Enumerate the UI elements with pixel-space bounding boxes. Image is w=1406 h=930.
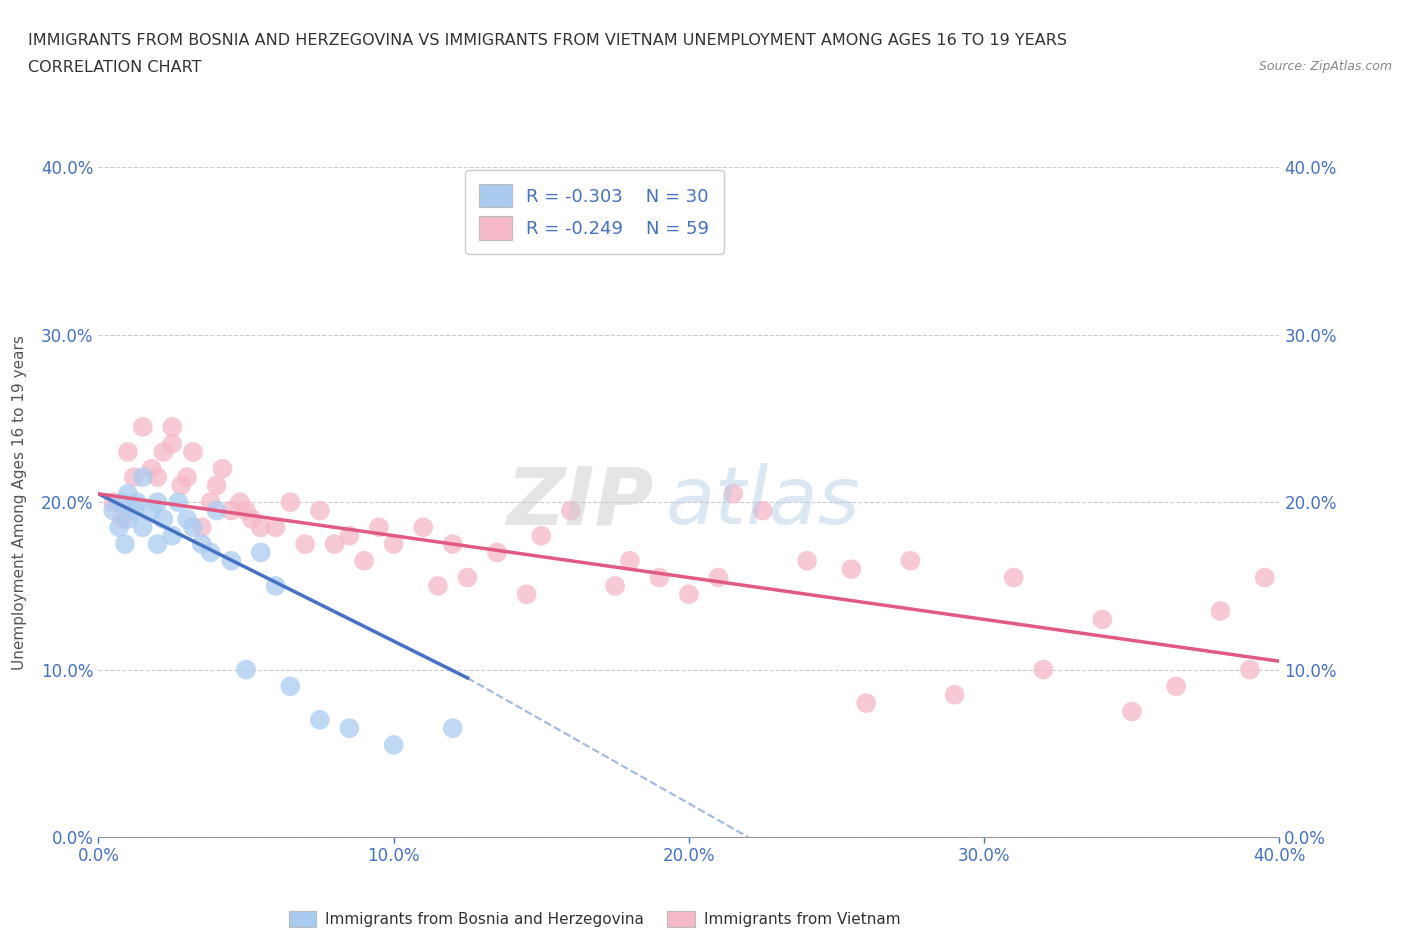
Point	[191, 520, 214, 535]
Point	[278, 679, 302, 694]
Point	[841, 562, 863, 577]
Point	[108, 520, 131, 535]
Point	[122, 503, 145, 518]
Point	[1239, 662, 1261, 677]
Point	[176, 470, 198, 485]
Point	[240, 512, 263, 526]
Point	[855, 696, 877, 711]
Point	[122, 470, 145, 485]
Point	[103, 495, 125, 510]
Point	[441, 537, 464, 551]
Point	[211, 461, 233, 476]
Text: ZIP: ZIP	[506, 463, 654, 541]
Point	[132, 470, 155, 485]
Point	[141, 503, 163, 518]
Point	[1032, 662, 1054, 677]
Point	[229, 495, 252, 510]
Point	[103, 503, 125, 518]
Point	[235, 503, 257, 518]
Point	[114, 537, 136, 551]
Point	[486, 545, 509, 560]
Text: Source: ZipAtlas.com: Source: ZipAtlas.com	[1258, 60, 1392, 73]
Point	[167, 495, 190, 510]
Point	[181, 445, 204, 459]
Point	[515, 587, 537, 602]
Text: atlas: atlas	[665, 463, 860, 541]
Point	[1254, 570, 1277, 585]
Point	[278, 495, 302, 510]
Point	[605, 578, 627, 593]
Point	[648, 570, 671, 585]
Point	[146, 537, 169, 551]
Point	[191, 537, 214, 551]
Point	[900, 553, 922, 568]
Point	[751, 503, 773, 518]
Point	[152, 445, 174, 459]
Point	[181, 520, 204, 535]
Point	[264, 520, 287, 535]
Point	[264, 578, 287, 593]
Text: CORRELATION CHART: CORRELATION CHART	[28, 60, 201, 75]
Point	[162, 419, 183, 434]
Point	[382, 737, 405, 752]
Point	[132, 520, 155, 535]
Point	[309, 712, 332, 727]
Point	[250, 545, 273, 560]
Point	[117, 486, 139, 501]
Point	[796, 553, 818, 568]
Point	[170, 478, 193, 493]
Point	[353, 553, 375, 568]
Point	[152, 512, 174, 526]
Text: IMMIGRANTS FROM BOSNIA AND HERZEGOVINA VS IMMIGRANTS FROM VIETNAM UNEMPLOYMENT A: IMMIGRANTS FROM BOSNIA AND HERZEGOVINA V…	[28, 33, 1067, 47]
Point	[678, 587, 700, 602]
Point	[111, 495, 134, 510]
Point	[162, 436, 183, 451]
Point	[456, 570, 478, 585]
Point	[219, 553, 242, 568]
Point	[219, 503, 242, 518]
Point	[200, 545, 222, 560]
Point	[427, 578, 450, 593]
Point	[1209, 604, 1232, 618]
Point	[176, 512, 198, 526]
Point	[339, 721, 360, 736]
Point	[1164, 679, 1187, 694]
Point	[235, 662, 257, 677]
Point	[619, 553, 641, 568]
Point	[707, 570, 730, 585]
Point	[1121, 704, 1143, 719]
Point	[141, 461, 163, 476]
Point	[323, 537, 346, 551]
Point	[250, 520, 273, 535]
Point	[117, 445, 139, 459]
Legend: Immigrants from Bosnia and Herzegovina, Immigrants from Vietnam: Immigrants from Bosnia and Herzegovina, …	[283, 905, 907, 930]
Point	[339, 528, 360, 543]
Point	[723, 486, 745, 501]
Point	[382, 537, 405, 551]
Point	[205, 478, 228, 493]
Point	[146, 495, 169, 510]
Point	[368, 520, 391, 535]
Point	[1091, 612, 1114, 627]
Point	[146, 470, 169, 485]
Point	[205, 503, 228, 518]
Point	[530, 528, 553, 543]
Point	[132, 419, 155, 434]
Point	[560, 503, 582, 518]
Point	[125, 495, 148, 510]
Point	[441, 721, 464, 736]
Point	[943, 687, 966, 702]
Y-axis label: Unemployment Among Ages 16 to 19 years: Unemployment Among Ages 16 to 19 years	[13, 335, 27, 670]
Point	[1002, 570, 1025, 585]
Point	[412, 520, 434, 535]
Point	[162, 528, 183, 543]
Point	[309, 503, 332, 518]
Point	[117, 512, 139, 526]
Point	[200, 495, 222, 510]
Point	[111, 512, 134, 526]
Point	[294, 537, 316, 551]
